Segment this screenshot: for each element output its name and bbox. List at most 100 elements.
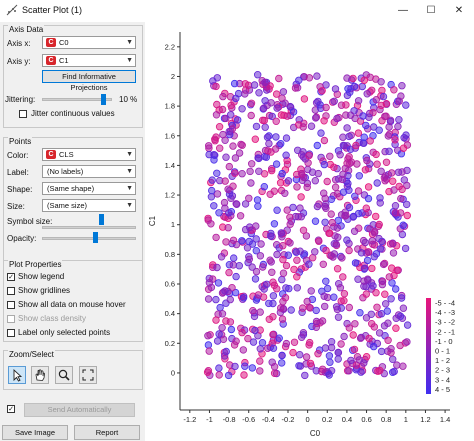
scatter-point <box>354 275 362 283</box>
scatter-point <box>363 90 371 98</box>
scatter-point <box>244 334 252 343</box>
send-automatically-button[interactable]: Send Automatically <box>24 403 135 417</box>
scatter-point <box>215 144 224 152</box>
scatter-point <box>235 149 244 157</box>
report-button[interactable]: Report <box>74 425 140 440</box>
scatter-point <box>297 333 306 341</box>
close-button[interactable]: ✕ <box>454 5 464 16</box>
scatter-point <box>214 279 223 287</box>
scatter-plot[interactable]: -1.2 -1 -0.8 -0.6 -0.4 -0.2 0 0.2 0.4 0.6 0.8 1 1.2 1… <box>145 22 474 441</box>
opacity-slider[interactable] <box>42 237 136 240</box>
color-combo[interactable]: C CLS ▼ <box>42 148 136 161</box>
scatter-point <box>282 151 290 159</box>
scatter-point <box>267 232 275 240</box>
scatter-point <box>369 108 377 117</box>
jittering-slider[interactable] <box>42 98 112 101</box>
label-combo[interactable]: (No labels) ▼ <box>42 165 136 178</box>
scatter-point <box>232 200 240 208</box>
scatter-point <box>323 177 331 186</box>
scatter-point <box>293 146 302 154</box>
jittering-slider-handle[interactable] <box>100 94 106 105</box>
scatter-point <box>256 252 265 260</box>
jitter-continuous-checkbox[interactable] <box>19 110 27 118</box>
scatter-point <box>278 275 286 284</box>
show-class-density-checkbox[interactable] <box>7 315 15 323</box>
show-gridlines-checkbox[interactable] <box>7 287 15 295</box>
scatter-point <box>279 88 288 96</box>
symbol-size-slider-handle[interactable] <box>98 214 104 225</box>
save-image-button[interactable]: Save Image <box>2 425 68 440</box>
scatter-point <box>221 204 229 212</box>
scatter-point <box>238 237 246 245</box>
axis-y-combo[interactable]: C C1 ▼ <box>42 54 136 67</box>
scatter-point <box>387 169 396 177</box>
x-tick-label: -1.2 <box>183 415 196 424</box>
scatter-point <box>252 246 260 255</box>
scatter-point <box>362 353 371 361</box>
scatter-point <box>397 194 405 203</box>
y-tick-label: 2 <box>171 72 175 81</box>
scatter-point <box>263 133 272 141</box>
scatter-point <box>388 279 396 287</box>
scatter-point <box>238 328 246 337</box>
auto-send-checkbox[interactable]: ✓ <box>7 405 15 413</box>
show-all-data-checkbox[interactable] <box>7 301 15 309</box>
y-tick-label: 0.8 <box>165 250 175 259</box>
legend-entry: 0 - 1 <box>435 347 450 356</box>
legend-entry: 1 - 2 <box>435 356 450 365</box>
label-only-selected-checkbox[interactable] <box>7 329 15 337</box>
scatter-point <box>399 221 407 229</box>
scatter-point <box>331 183 340 191</box>
symbol-size-slider[interactable] <box>42 226 136 229</box>
minimize-button[interactable]: — <box>398 5 408 16</box>
pan-tool[interactable] <box>31 366 49 384</box>
zoom-select-title: Zoom/Select <box>8 350 55 359</box>
show-legend-checkbox[interactable]: ✓ <box>7 273 15 281</box>
y-tick-label: 1.2 <box>165 191 175 200</box>
jittering-label: Jittering: <box>5 95 36 104</box>
scatter-point <box>252 267 261 276</box>
scatter-point <box>397 294 406 302</box>
scatter-point <box>232 272 240 281</box>
axis-x-combo[interactable]: C C0 ▼ <box>42 36 136 49</box>
scatter-point <box>350 227 359 235</box>
opacity-slider-handle[interactable] <box>92 232 98 243</box>
chevron-down-icon: ▼ <box>126 151 133 158</box>
scatter-point <box>207 193 216 201</box>
scatter-point <box>204 332 212 340</box>
scatter-point <box>302 353 311 361</box>
scatter-point <box>322 277 330 285</box>
scatter-point <box>297 193 305 201</box>
scatter-point <box>378 86 386 95</box>
shape-combo[interactable]: (Same shape) ▼ <box>42 182 136 195</box>
scatter-point <box>247 179 255 187</box>
scatter-point <box>311 248 319 256</box>
axis-y-label: Axis y: <box>7 57 31 66</box>
scatter-point <box>369 342 378 351</box>
select-tool[interactable] <box>8 366 26 384</box>
zoom-tool[interactable] <box>55 366 73 384</box>
maximize-button[interactable]: ☐ <box>426 5 436 16</box>
scatter-point <box>354 187 363 195</box>
scatter-point <box>217 253 226 261</box>
size-combo[interactable]: (Same size) ▼ <box>42 199 136 212</box>
scatter-point <box>212 295 220 304</box>
scatter-point <box>361 166 370 174</box>
find-informative-projections-button[interactable]: Find Informative Projections <box>42 70 136 92</box>
scatter-point <box>391 285 400 293</box>
scatter-point <box>364 183 373 191</box>
scatter-point <box>314 169 322 178</box>
scatter-point <box>254 202 262 210</box>
scatter-point <box>326 358 334 366</box>
scatter-point <box>395 97 403 105</box>
scatter-point <box>392 324 400 332</box>
scatter-point <box>360 139 368 147</box>
reset-zoom-tool[interactable] <box>79 366 97 384</box>
scatter-point <box>352 141 360 150</box>
scatter-point <box>265 139 273 148</box>
scatter-plot-area[interactable]: -1.2 -1 -0.8 -0.6 -0.4 -0.2 0 0.2 0.4 0.6 0.8 1 1.2 1… <box>145 22 474 441</box>
x-tick-label: 0.8 <box>381 415 391 424</box>
scatter-point <box>378 237 386 246</box>
shape-value: (Same shape) <box>47 184 95 193</box>
scatter-point <box>334 348 343 357</box>
